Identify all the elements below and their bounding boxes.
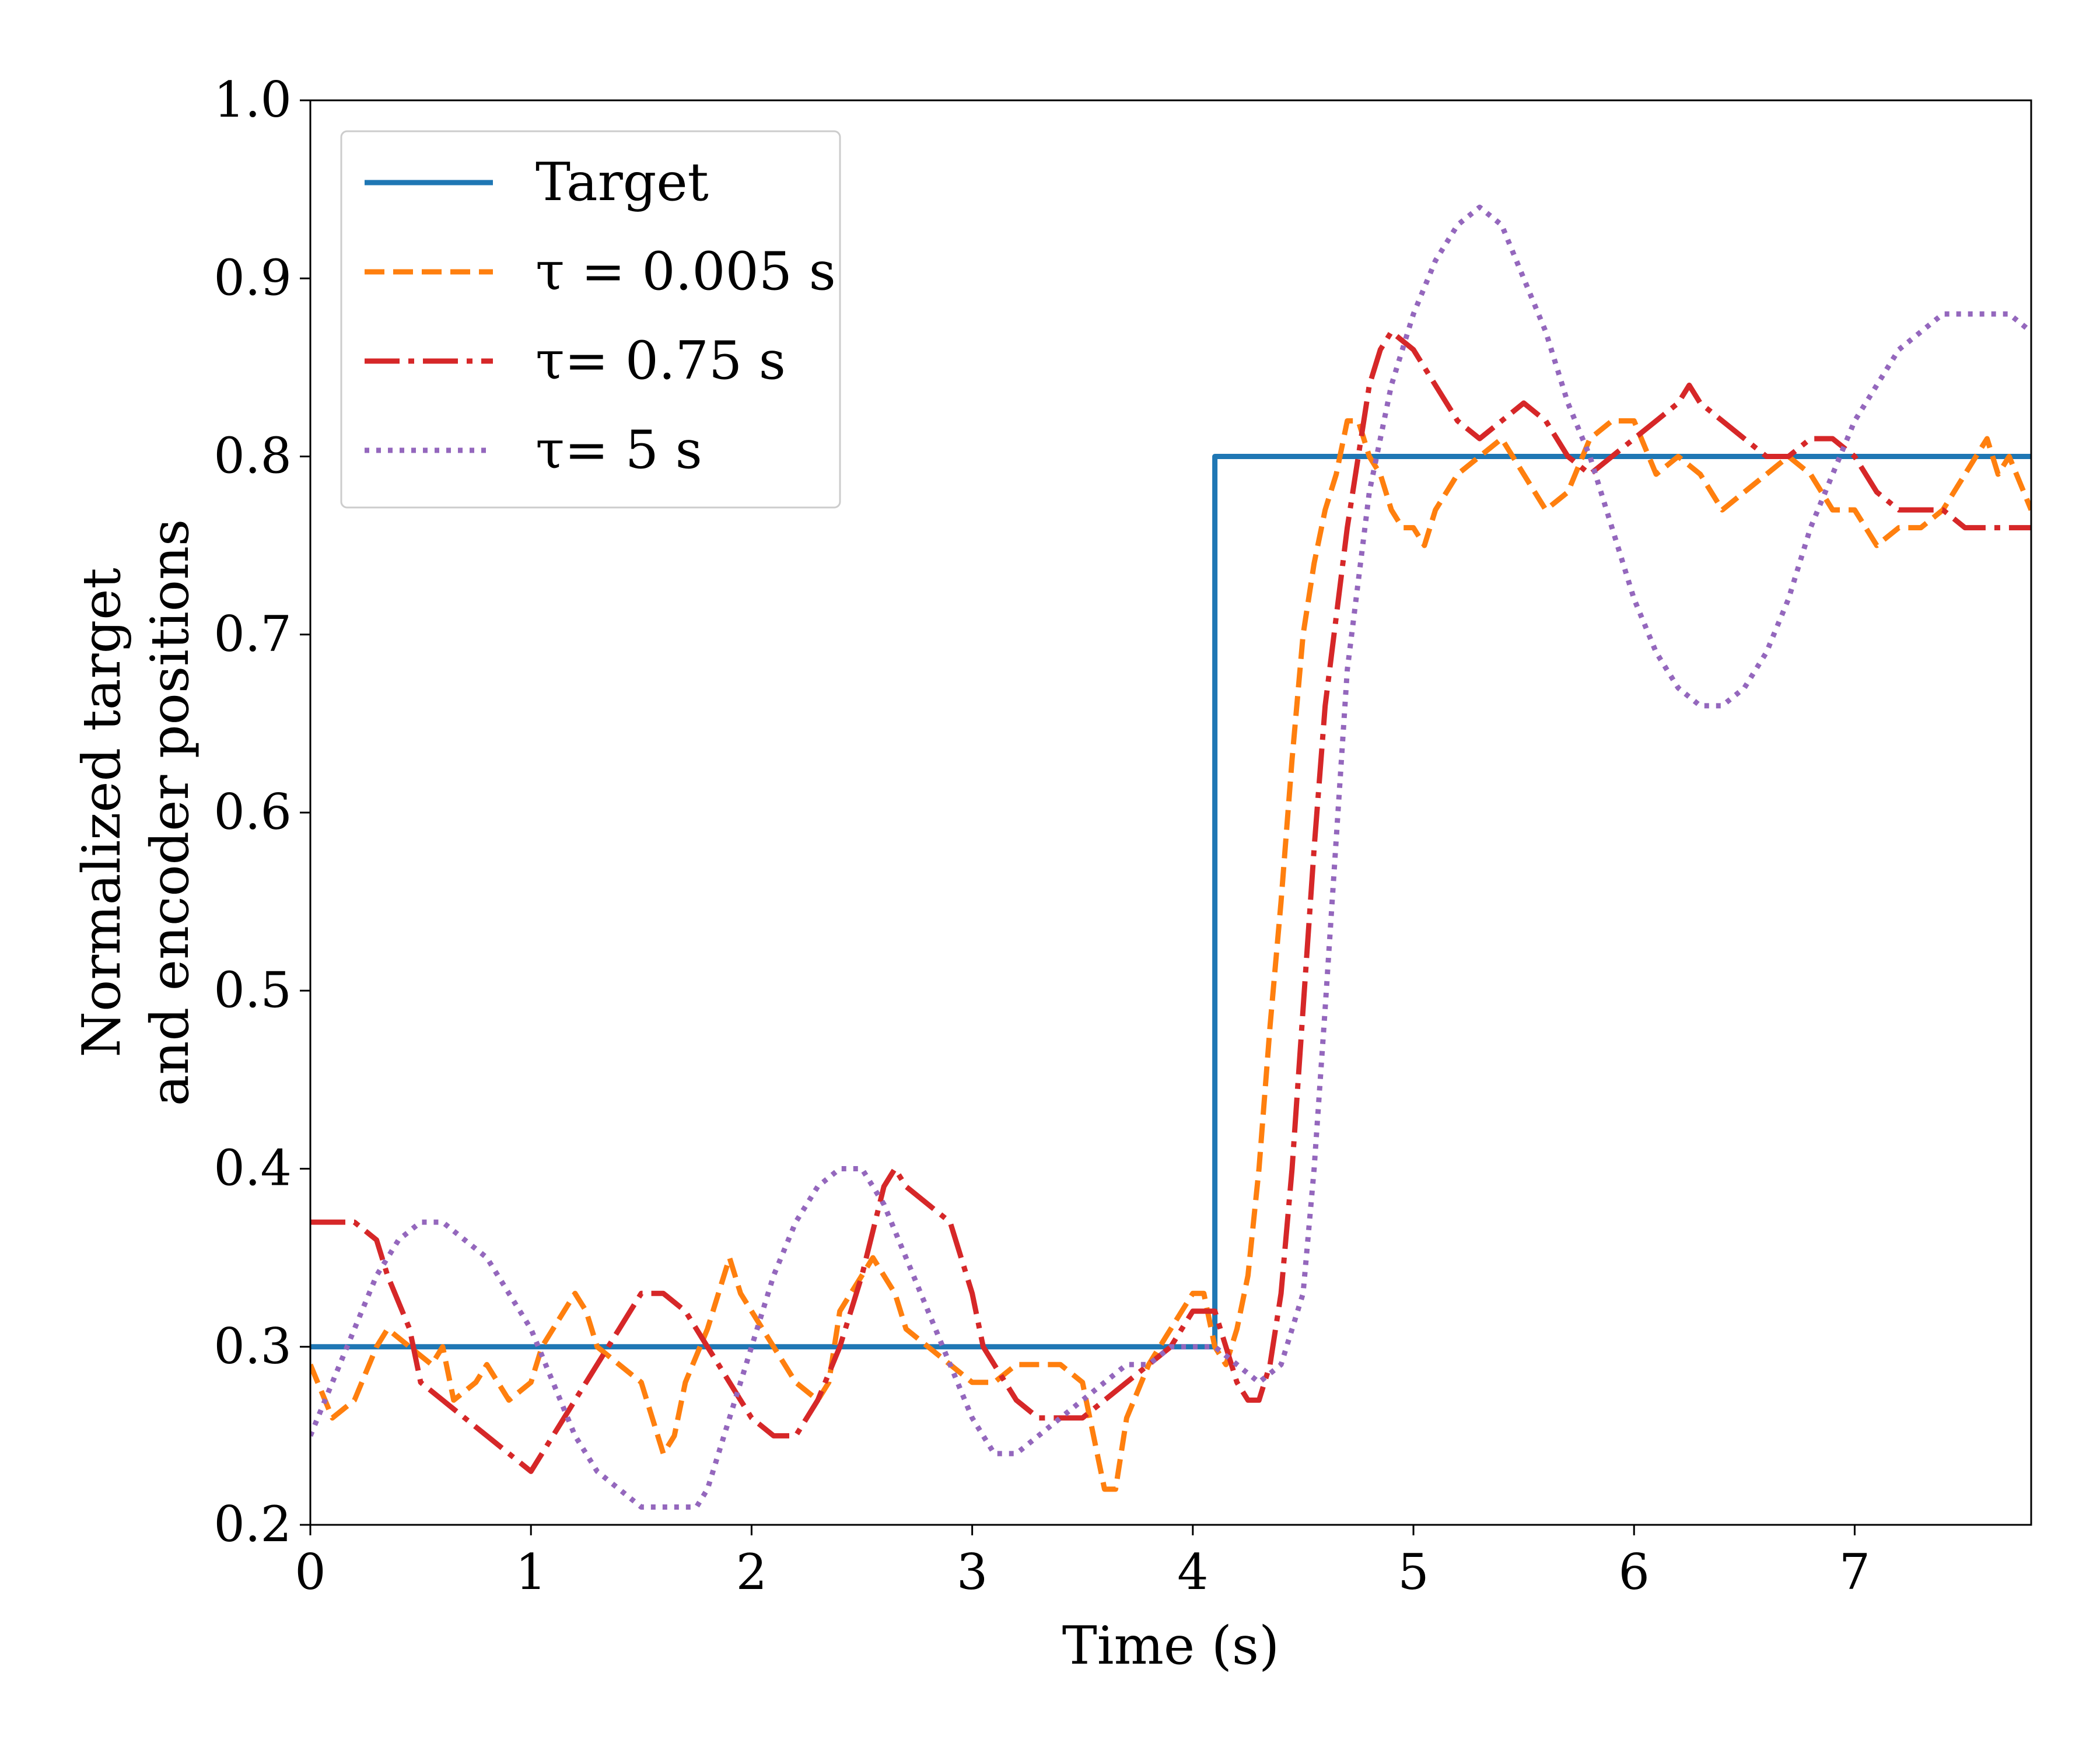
legend-entry-Target: Target [365,152,709,213]
x-tick-label: 7 [1839,1544,1870,1601]
series-line-tau-5 [310,204,2031,1510]
y-tick-label: 0.3 [214,1318,292,1375]
series-line-tau-0.75 [310,329,2031,1474]
x-tick-label: 3 [957,1544,988,1601]
legend-label-tau-0.005: τ = 0.005 s [536,241,836,302]
y-tick-label: 0.8 [214,428,292,485]
legend-label-tau-5: τ= 5 s [536,419,702,481]
y-axis-title-line-2: and encoder positions [139,519,201,1106]
x-tick-label: 5 [1398,1544,1429,1601]
y-tick-label: 0.4 [214,1140,292,1197]
x-tick-label: 0 [295,1544,326,1601]
legend: Target τ = 0.005 s τ= 0.75 s τ= 5 s [340,130,841,509]
legend-label-Target: Target [536,152,709,213]
y-axis-title-line-1: Normalized target [71,568,132,1057]
y-tick-label: 1.0 [214,71,292,128]
x-tick-label: 4 [1177,1544,1208,1601]
y-tick-label: 0.9 [214,249,292,306]
x-tick-label: 1 [515,1544,546,1601]
series-layer [310,204,2031,1510]
x-tick-label: 6 [1619,1544,1650,1601]
legend-entry-tau-0.75: τ= 0.75 s [365,330,786,391]
series-line-Target [310,454,2031,1350]
legend-entry-tau-5: τ= 5 s [365,419,702,481]
y-tick-label: 0.6 [214,783,292,841]
y-tick-label: 0.2 [214,1496,292,1553]
series-line-tau-0.005 [310,418,2031,1492]
x-tick-label: 2 [736,1544,767,1601]
y-tick-label: 0.7 [214,606,292,663]
x-axis-title: Time (s) [1062,1615,1279,1676]
legend-label-tau-0.75: τ= 0.75 s [536,330,786,391]
legend-entries: Target τ = 0.005 s τ= 0.75 s τ= 5 s [365,152,836,481]
legend-entry-tau-0.005: τ = 0.005 s [365,241,836,302]
legend-box [340,130,841,509]
y-tick-label: 0.5 [214,961,292,1019]
ticks-layer: 0 1 2 3 4 5 6 7 0.2 0.3 0.4 0.5 0.6 0.7 0.8 0.9 1.0 [214,71,1870,1601]
